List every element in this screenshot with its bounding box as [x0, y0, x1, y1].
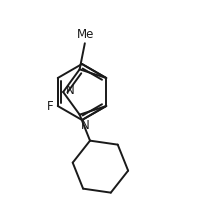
Text: N: N — [66, 84, 75, 97]
Text: Me: Me — [77, 28, 95, 41]
Text: N: N — [81, 119, 89, 132]
Text: F: F — [47, 99, 54, 112]
